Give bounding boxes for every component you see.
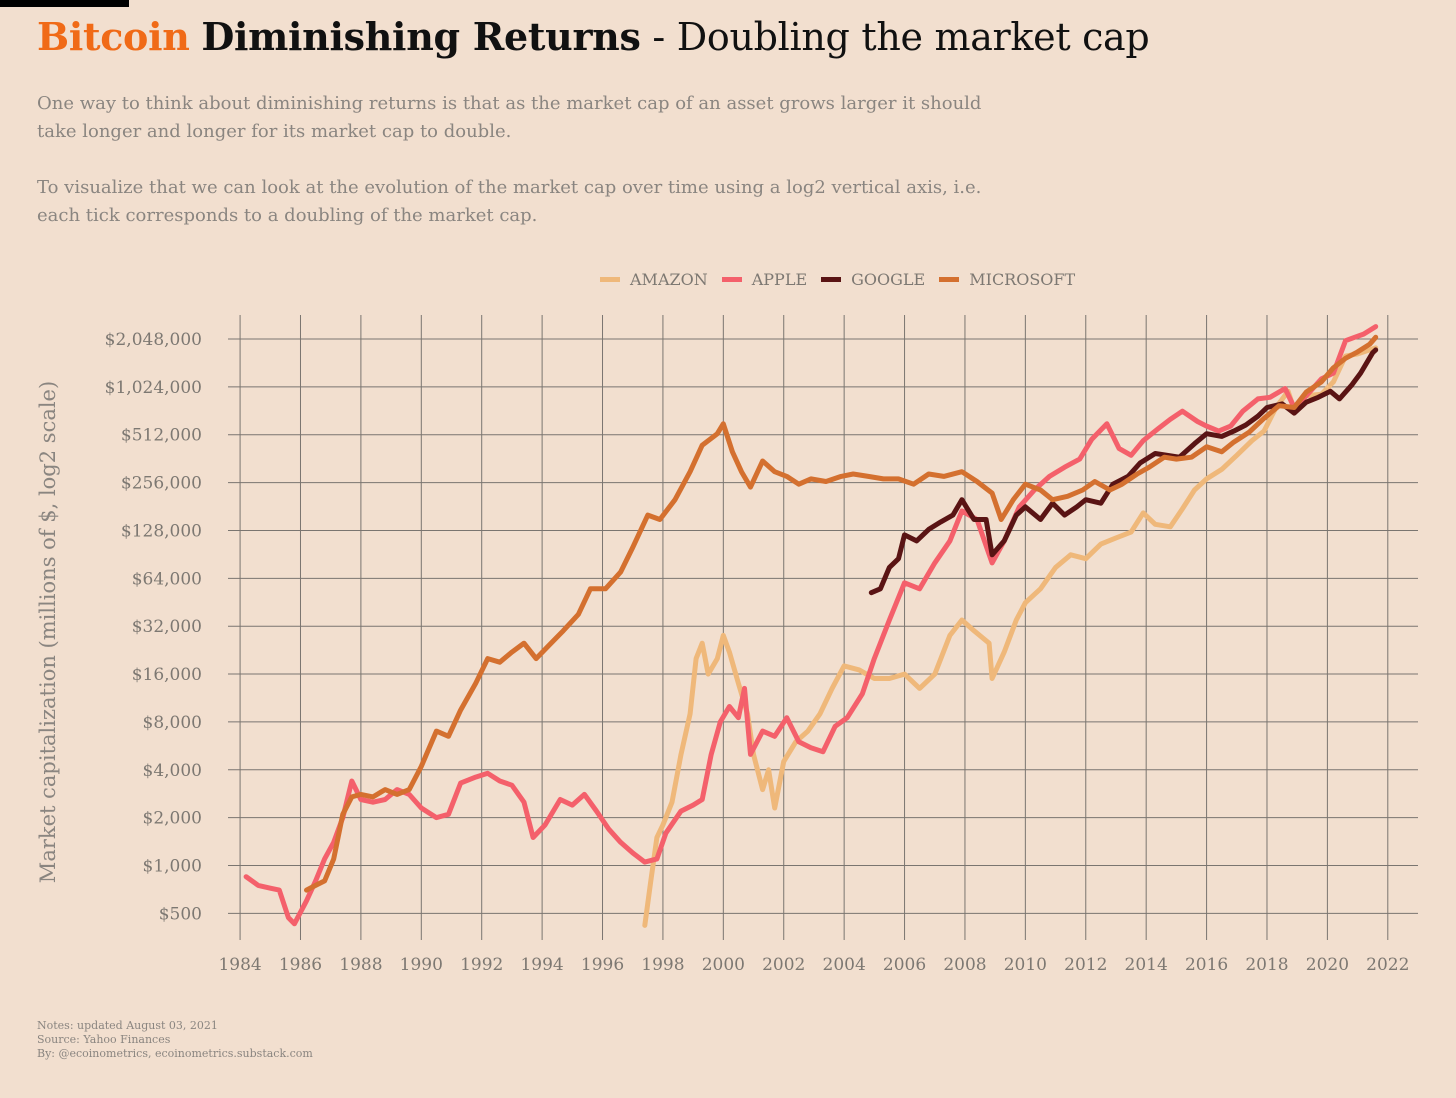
notes-updated: Notes: updated August 03, 2021 — [37, 1019, 218, 1032]
legend-swatch-google — [821, 277, 842, 282]
x-tick-label: 1998 — [641, 955, 684, 975]
legend-item-microsoft: MICROSOFT — [939, 270, 1075, 289]
legend-label-apple: APPLE — [751, 270, 808, 289]
x-axis-ticks: 1984 1986 1988 1990 1992 1994 1996 1998 2000 2002… — [218, 955, 1409, 975]
chart-legend: AMAZON APPLE GOOGLE MICROSOFT — [600, 270, 1089, 289]
x-tick-label: 1990 — [400, 955, 443, 975]
y-tick-label: $1,000 — [143, 857, 202, 877]
legend-swatch-amazon — [600, 277, 620, 282]
x-tick-label: 2002 — [762, 955, 805, 975]
x-tick-label: 1988 — [339, 955, 382, 975]
chart-notes: Notes: updated August 03, 2021 Source: Y… — [37, 1019, 313, 1061]
y-tick-label: $2,048,000 — [105, 330, 202, 350]
y-tick-label: $16,000 — [132, 665, 202, 685]
title-main: Diminishing Returns — [201, 14, 641, 59]
title-subtitle: Doubling the market cap — [676, 15, 1150, 59]
description-paragraph-1: One way to think about diminishing retur… — [37, 93, 982, 142]
x-tick-label: 2016 — [1185, 955, 1228, 975]
notes-source: Source: Yahoo Finances — [37, 1033, 171, 1046]
x-tick-label: 2004 — [823, 955, 866, 975]
x-tick-label: 2000 — [702, 955, 745, 975]
legend-item-apple: APPLE — [721, 270, 808, 289]
top-accent-bar — [0, 0, 129, 7]
page-title: Bitcoin Diminishing Returns - Doubling t… — [37, 14, 1150, 59]
y-tick-label: $256,000 — [121, 474, 202, 494]
x-tick-label: 2006 — [883, 955, 926, 975]
y-axis-ticks: $500 $1,000 $2,000 $4,000 $8,000 $16,000 $32,0… — [105, 330, 202, 924]
y-tick-label: $500 — [159, 904, 202, 924]
x-tick-label: 2008 — [943, 955, 986, 975]
x-tick-label: 2012 — [1064, 955, 1107, 975]
notes-author: By: @ecoinometrics, ecoinometrics.substa… — [37, 1047, 313, 1060]
y-tick-label: $4,000 — [143, 761, 202, 781]
legend-label-amazon: AMAZON — [630, 270, 708, 289]
y-tick-label: $32,000 — [132, 617, 202, 637]
legend-item-google: GOOGLE — [821, 270, 925, 289]
x-tick-label: 1996 — [581, 955, 624, 975]
chart-series-group — [243, 324, 1379, 928]
y-axis-label: Market capitalization (millions of $, lo… — [36, 381, 60, 883]
title-separator: - — [652, 15, 665, 59]
chart-grid — [228, 315, 1418, 940]
series-line-amazon — [642, 345, 1379, 928]
x-tick-label: 2022 — [1366, 955, 1409, 975]
y-tick-label: $128,000 — [121, 521, 202, 541]
x-tick-label: 1986 — [279, 955, 322, 975]
legend-label-microsoft: MICROSOFT — [969, 270, 1076, 289]
x-tick-label: 1984 — [218, 955, 261, 975]
title-brand: Bitcoin — [37, 14, 190, 59]
x-tick-label: 2014 — [1125, 955, 1168, 975]
x-tick-label: 1992 — [460, 955, 503, 975]
series-line-google — [868, 347, 1379, 596]
x-tick-label: 2010 — [1004, 955, 1047, 975]
y-tick-label: $512,000 — [121, 426, 202, 446]
y-tick-label: $2,000 — [143, 809, 202, 829]
x-tick-label: 2018 — [1245, 955, 1288, 975]
x-tick-label: 2020 — [1306, 955, 1349, 975]
series-line-microsoft — [304, 334, 1379, 893]
legend-label-google: GOOGLE — [851, 270, 926, 289]
legend-swatch-microsoft — [939, 277, 960, 282]
x-tick-label: 1994 — [520, 955, 563, 975]
legend-swatch-apple — [721, 277, 742, 282]
y-tick-label: $1,024,000 — [105, 378, 202, 398]
description-paragraph-2: To visualize that we can look at the evo… — [37, 177, 982, 226]
legend-item-amazon: AMAZON — [600, 270, 708, 289]
y-tick-label: $64,000 — [132, 569, 202, 589]
y-tick-label: $8,000 — [143, 713, 202, 733]
